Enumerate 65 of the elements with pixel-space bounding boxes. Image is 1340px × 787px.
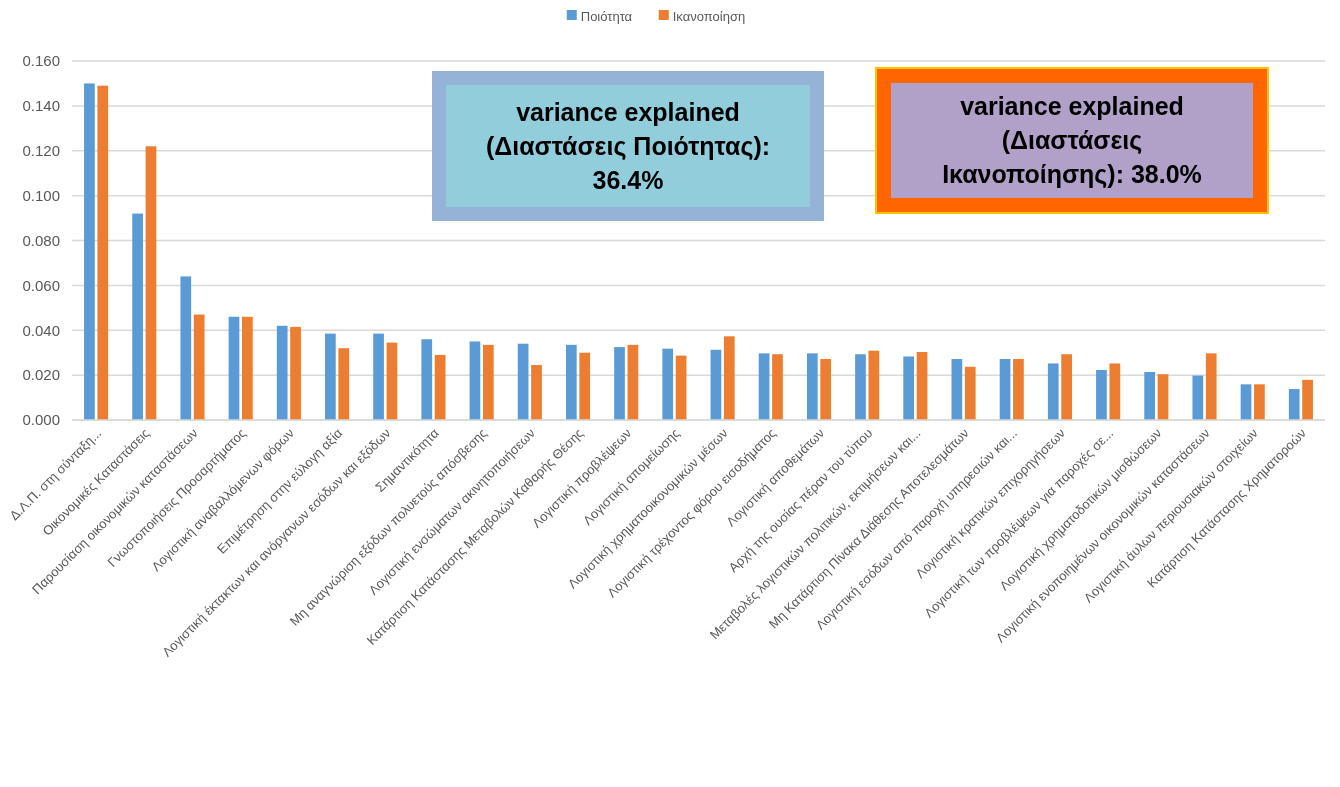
bar bbox=[469, 341, 481, 420]
bar bbox=[373, 333, 384, 420]
bar bbox=[758, 353, 770, 420]
bar bbox=[806, 353, 818, 420]
bar bbox=[386, 342, 398, 420]
bar bbox=[132, 213, 143, 420]
bar bbox=[951, 358, 963, 420]
bar bbox=[1047, 363, 1059, 420]
bar bbox=[1109, 363, 1121, 420]
y-tick-label: 0.060 bbox=[22, 276, 60, 294]
y-tick-label: 0.080 bbox=[22, 231, 60, 249]
bar bbox=[614, 347, 625, 420]
bar bbox=[517, 343, 529, 420]
bar bbox=[84, 83, 95, 420]
bar bbox=[1061, 354, 1072, 420]
y-tick-label: 0.140 bbox=[22, 97, 60, 115]
bar bbox=[916, 352, 928, 420]
annotation: variance explained (Διαστάσεις Ικανοποίησης): 38.0% bbox=[942, 92, 1202, 190]
bar bbox=[723, 336, 735, 420]
bar bbox=[565, 344, 577, 420]
annotation: variance explained (Διαστάσεις Ποιότητας): 36.4% bbox=[485, 97, 771, 194]
bar bbox=[1192, 375, 1204, 420]
bar bbox=[868, 350, 880, 420]
bar bbox=[772, 354, 783, 420]
bar bbox=[338, 348, 350, 420]
bar bbox=[855, 354, 866, 420]
bar bbox=[1205, 353, 1217, 420]
bar bbox=[820, 358, 832, 420]
bar bbox=[1302, 379, 1313, 420]
bar bbox=[276, 325, 288, 420]
bar bbox=[662, 348, 674, 420]
y-tick-label: 0.120 bbox=[22, 142, 60, 159]
bar bbox=[193, 314, 205, 420]
bar bbox=[1157, 374, 1169, 420]
bar bbox=[290, 326, 301, 420]
y-tick-label: 0.020 bbox=[22, 366, 60, 384]
bar bbox=[964, 366, 976, 420]
bar bbox=[903, 356, 915, 420]
bar bbox=[228, 316, 240, 420]
bar bbox=[1144, 371, 1155, 420]
bar bbox=[710, 349, 722, 420]
bar bbox=[482, 344, 494, 420]
bar bbox=[531, 365, 542, 420]
bar bbox=[1288, 389, 1300, 420]
legend-label: Ποιότητα bbox=[580, 8, 633, 24]
bar bbox=[97, 85, 109, 420]
bar bbox=[1254, 384, 1265, 420]
bar bbox=[325, 333, 336, 420]
bar bbox=[180, 276, 192, 420]
y-tick-label: 0.000 bbox=[22, 411, 60, 429]
bar bbox=[1240, 384, 1252, 420]
bar bbox=[1096, 369, 1107, 420]
bar bbox=[627, 344, 639, 420]
bar bbox=[675, 355, 687, 420]
y-tick-label: 0.160 bbox=[22, 52, 60, 70]
bar bbox=[1013, 358, 1024, 420]
y-tick-label: 0.100 bbox=[22, 186, 60, 204]
bar bbox=[999, 358, 1011, 420]
bar bbox=[434, 354, 446, 420]
y-tick-label: 0.040 bbox=[22, 321, 60, 339]
legend-label: Ικανοποίηση bbox=[672, 8, 746, 24]
bar bbox=[242, 316, 253, 420]
bar bbox=[579, 352, 591, 420]
bar bbox=[145, 146, 157, 420]
bar bbox=[421, 339, 433, 420]
